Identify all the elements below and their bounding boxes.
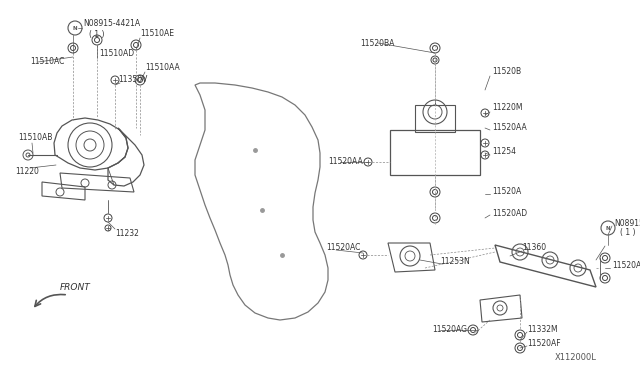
Text: X112000L: X112000L [555,353,597,362]
Text: 11232: 11232 [115,228,139,237]
Text: 11520BA: 11520BA [360,38,394,48]
Text: 11510AA: 11510AA [145,64,180,73]
Text: 11360: 11360 [522,244,546,253]
Text: 11520AA: 11520AA [328,157,363,167]
Text: 11253N: 11253N [440,257,470,266]
Text: 11520AD: 11520AD [492,208,527,218]
Text: ( 1 ): ( 1 ) [620,228,636,237]
Text: 11510AB: 11510AB [18,134,52,142]
Text: 11220: 11220 [15,167,39,176]
Text: N08915-4421A: N08915-4421A [83,19,140,29]
Text: 11332M: 11332M [527,326,557,334]
Text: N08915-4421A: N08915-4421A [614,218,640,228]
Text: 11520AA: 11520AA [492,124,527,132]
Text: ( 1 ): ( 1 ) [89,29,104,38]
Text: 11520AG: 11520AG [432,326,467,334]
Text: 11510AE: 11510AE [140,29,174,38]
Text: N: N [605,225,611,231]
Text: 11520AE: 11520AE [612,260,640,269]
Text: 11520AC: 11520AC [326,244,360,253]
Text: 11520A: 11520A [492,187,521,196]
Text: 11350V: 11350V [118,76,147,84]
Text: N: N [73,26,77,31]
Text: 11520AF: 11520AF [527,340,561,349]
Text: FRONT: FRONT [60,283,91,292]
Text: 11510AD: 11510AD [99,49,134,58]
Text: 11520B: 11520B [492,67,521,77]
Text: 11254: 11254 [492,148,516,157]
Text: 11220M: 11220M [492,103,522,112]
Text: 11510AC: 11510AC [30,58,65,67]
